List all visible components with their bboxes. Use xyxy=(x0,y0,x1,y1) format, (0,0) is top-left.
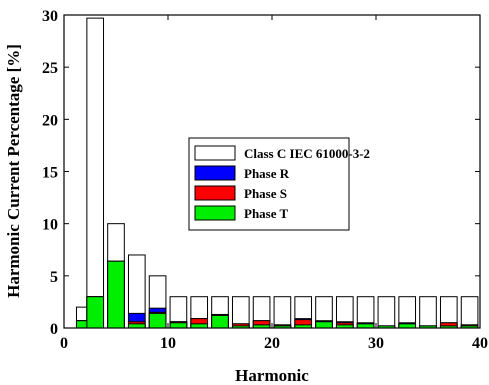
legend-swatch-phase-s xyxy=(194,185,236,201)
bar-phase-t-h3 xyxy=(86,296,105,329)
bar-class-c-h39 xyxy=(460,296,479,329)
legend-swatch-phase-t xyxy=(194,205,236,221)
y-tick-label: 15 xyxy=(42,165,58,182)
bar-phase-t-h13 xyxy=(190,323,209,329)
legend-label-phase-r: Phase R xyxy=(244,166,290,181)
bar-class-c-h3 xyxy=(86,17,105,329)
y-axis-title: Harmonic Current Percentage [%] xyxy=(4,44,23,298)
bar-phase-t-h33 xyxy=(398,323,417,329)
bar-class-c-h21 xyxy=(273,296,292,329)
legend-swatch-phase-r xyxy=(194,165,236,181)
x-tick-label: 40 xyxy=(472,335,488,352)
y-tick-label: 5 xyxy=(50,269,58,286)
x-axis-title: Harmonic xyxy=(235,366,309,385)
bar-phase-t-h15 xyxy=(211,314,229,329)
x-tick-label: 30 xyxy=(368,335,384,352)
bar-phase-t-h5 xyxy=(107,260,125,329)
y-tick-label: 0 xyxy=(50,321,58,338)
legend-swatch-class-c xyxy=(194,145,236,161)
legend: Class C IEC 61000-3-2 Phase R Phase S Ph… xyxy=(188,137,370,231)
bar-phase-t-h9 xyxy=(148,312,167,329)
x-tick-label: 10 xyxy=(160,335,176,352)
bars-layer xyxy=(75,17,479,329)
legend-label-class-c: Class C IEC 61000-3-2 xyxy=(244,146,370,161)
bar-phase-t-h25 xyxy=(315,321,333,329)
y-tick-label: 20 xyxy=(42,112,58,129)
legend-label-phase-t: Phase T xyxy=(244,206,289,221)
bar-phase-t-h7 xyxy=(127,323,146,329)
y-tick-label: 25 xyxy=(42,60,58,77)
bar-class-c-h35 xyxy=(419,296,437,329)
y-tick-label: 30 xyxy=(42,8,58,25)
ticks-layer: 0 10 20 30 40 0 5 10 15 20 25 30 xyxy=(42,8,488,352)
bar-class-c-h31 xyxy=(377,296,396,329)
x-tick-label: 20 xyxy=(264,335,280,352)
bar-phase-t-h29 xyxy=(356,323,375,329)
bar-class-c-h17 xyxy=(231,296,250,329)
x-tick-label: 0 xyxy=(60,335,68,352)
legend-label-phase-s: Phase S xyxy=(244,186,287,201)
bar-phase-t-h11 xyxy=(169,322,188,329)
y-tick-label: 10 xyxy=(42,217,58,234)
